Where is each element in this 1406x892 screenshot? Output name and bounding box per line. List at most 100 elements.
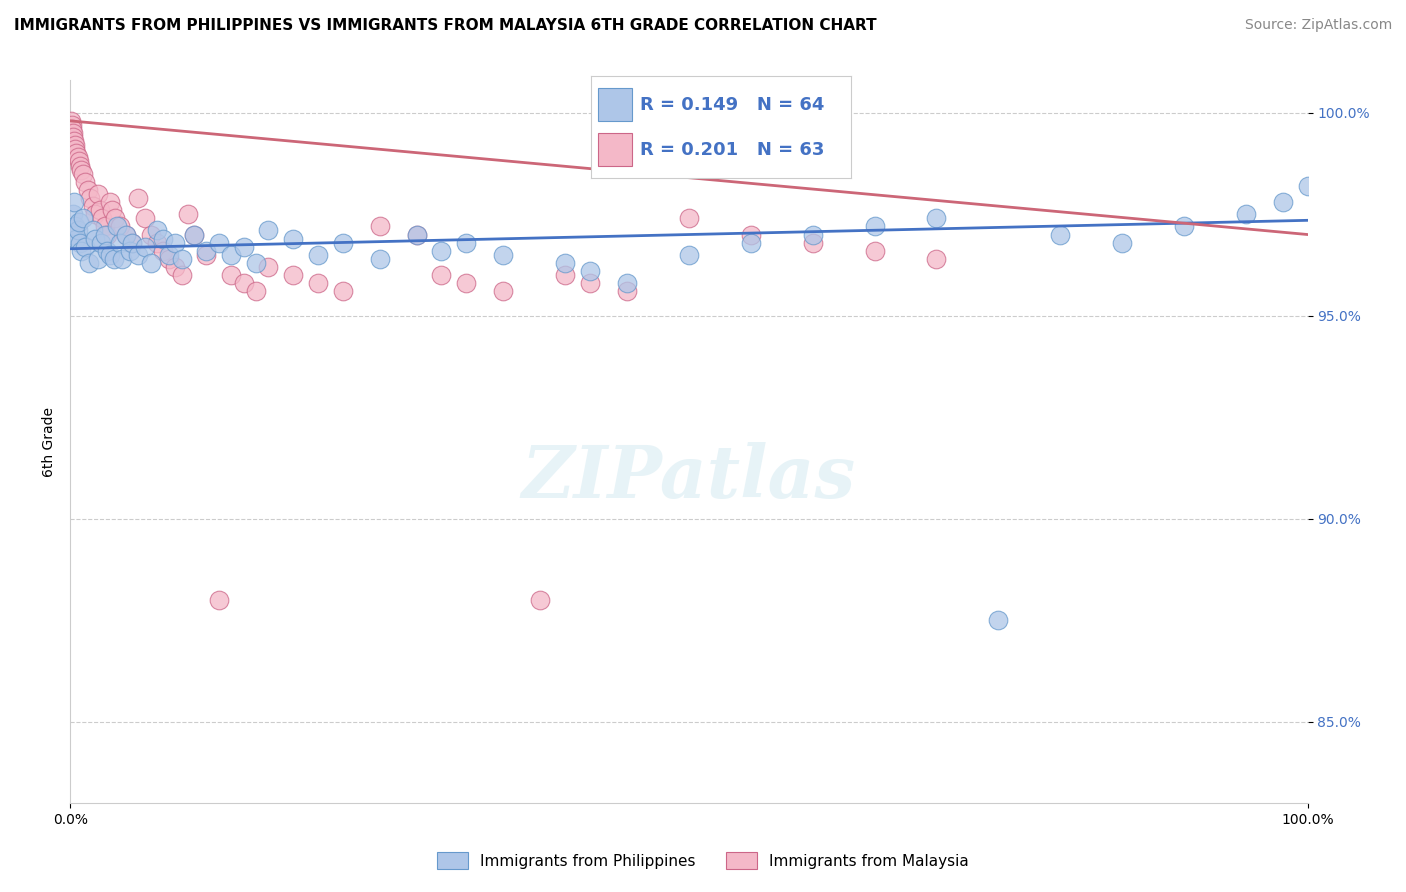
Point <box>863 219 886 234</box>
Point <box>118 244 141 258</box>
Point <box>94 227 117 242</box>
Point <box>245 256 267 270</box>
Point <box>62 130 84 145</box>
Point <box>121 235 143 250</box>
Point <box>65 219 87 234</box>
Text: R = 0.149   N = 64: R = 0.149 N = 64 <box>640 95 824 113</box>
Point <box>67 154 90 169</box>
Point <box>63 138 86 153</box>
Point <box>183 227 205 242</box>
Point <box>281 268 304 282</box>
Point <box>127 248 149 262</box>
Point <box>281 231 304 245</box>
Point <box>368 252 391 266</box>
Point <box>134 211 156 226</box>
Point <box>579 277 602 291</box>
Point <box>63 134 86 148</box>
Point <box>208 592 231 607</box>
Point <box>70 162 93 177</box>
Point <box>84 207 107 221</box>
Point <box>65 231 87 245</box>
Point <box>987 613 1010 627</box>
Point <box>165 260 187 274</box>
Point <box>801 227 824 242</box>
Point <box>104 211 127 226</box>
Point <box>69 235 91 250</box>
Text: ZIPatlas: ZIPatlas <box>522 442 856 513</box>
Point <box>257 223 280 237</box>
Point <box>62 207 84 221</box>
Point <box>82 223 104 237</box>
Point <box>925 211 948 226</box>
Point <box>740 235 762 250</box>
Point <box>195 244 218 258</box>
Point <box>98 195 121 210</box>
Point <box>1049 227 1071 242</box>
Point <box>579 264 602 278</box>
Point <box>183 227 205 242</box>
Point <box>430 268 453 282</box>
Point <box>105 219 128 234</box>
Text: IMMIGRANTS FROM PHILIPPINES VS IMMIGRANTS FROM MALAYSIA 6TH GRADE CORRELATION CH: IMMIGRANTS FROM PHILIPPINES VS IMMIGRANT… <box>14 18 877 33</box>
Point <box>208 235 231 250</box>
Point <box>1173 219 1195 234</box>
Point <box>195 248 218 262</box>
Point <box>139 227 162 242</box>
Point <box>165 235 187 250</box>
Bar <box>599 88 633 121</box>
Point <box>529 592 551 607</box>
Point <box>740 227 762 242</box>
Point <box>219 248 242 262</box>
Point <box>96 244 118 258</box>
Point <box>72 167 94 181</box>
Point <box>65 142 87 156</box>
Point <box>1296 178 1319 193</box>
Point <box>307 248 329 262</box>
Point <box>63 195 86 210</box>
Point <box>89 203 111 218</box>
Point <box>157 252 180 266</box>
Point <box>616 277 638 291</box>
Y-axis label: 6th Grade: 6th Grade <box>42 407 56 476</box>
Point <box>492 248 515 262</box>
Point <box>66 223 89 237</box>
Point <box>91 211 114 226</box>
Point <box>554 256 576 270</box>
Point <box>86 186 108 201</box>
Point <box>70 244 93 258</box>
Point <box>456 235 478 250</box>
Point <box>90 235 112 250</box>
Point <box>307 277 329 291</box>
Point <box>121 235 143 250</box>
Point <box>257 260 280 274</box>
Point <box>75 240 97 254</box>
Point <box>219 268 242 282</box>
Point <box>115 227 138 242</box>
Point <box>59 114 82 128</box>
Point <box>678 248 700 262</box>
Point <box>146 235 169 250</box>
Point <box>65 146 87 161</box>
Point <box>157 248 180 262</box>
Point <box>332 235 354 250</box>
Point <box>98 248 121 262</box>
Point <box>492 285 515 299</box>
Point <box>76 183 98 197</box>
Point <box>801 235 824 250</box>
Point <box>152 244 174 258</box>
Point <box>678 211 700 226</box>
Point <box>75 175 97 189</box>
Point <box>115 227 138 242</box>
Point <box>616 285 638 299</box>
Point <box>96 227 118 242</box>
Point <box>405 227 427 242</box>
Point <box>84 231 107 245</box>
Point <box>60 227 83 242</box>
Point <box>94 219 117 234</box>
Point <box>134 240 156 254</box>
Point <box>103 252 125 266</box>
Bar <box>599 133 633 166</box>
Point <box>146 223 169 237</box>
Point <box>60 122 83 136</box>
Point <box>177 207 200 221</box>
